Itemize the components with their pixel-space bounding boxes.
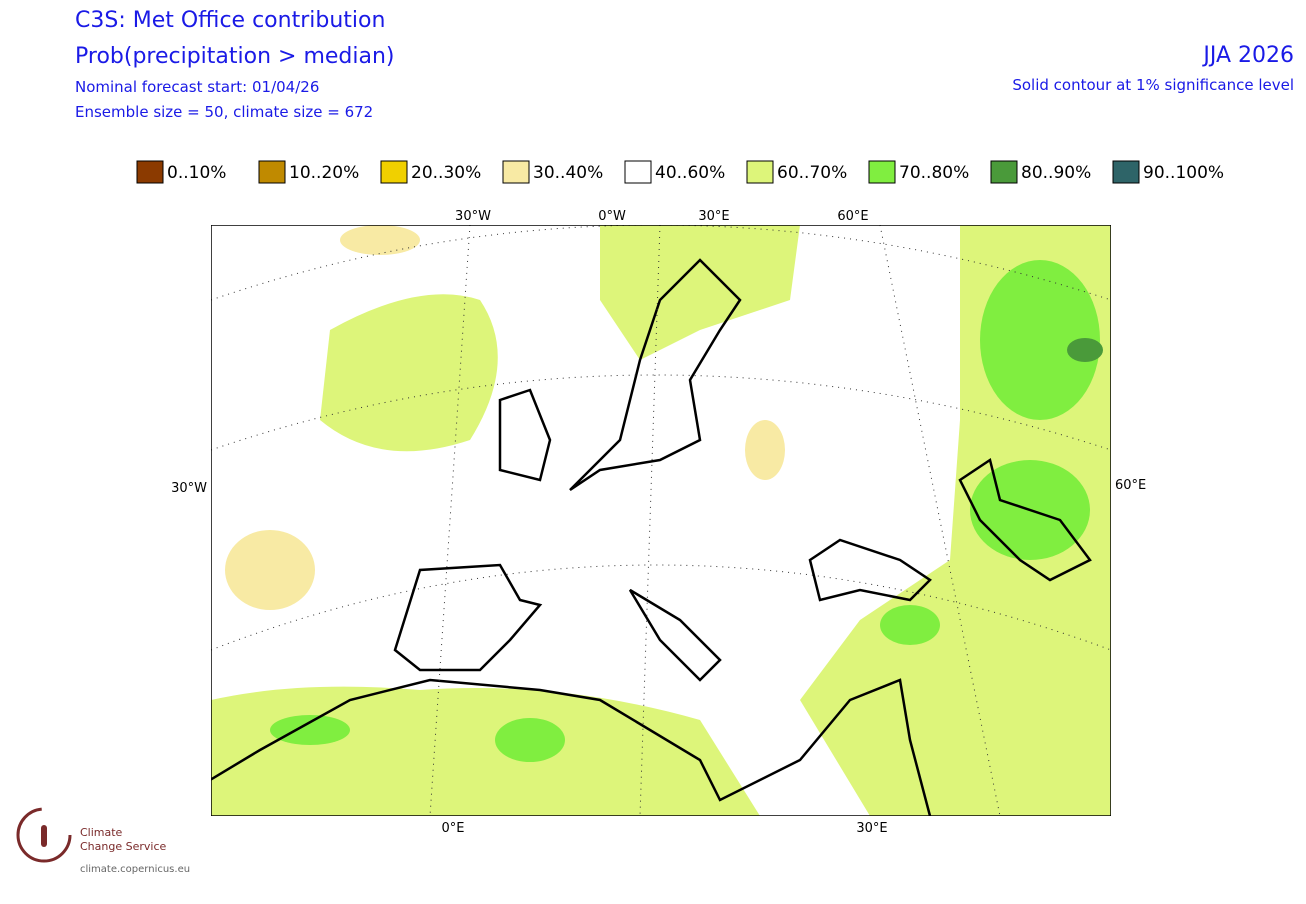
lat-label: 60°E [1115, 478, 1146, 493]
legend-label: 30..40% [533, 163, 603, 183]
season: JJA 2026 [1201, 43, 1294, 68]
logo-text: Climate [80, 826, 123, 839]
legend-swatch [502, 160, 530, 184]
legend-label: 90..100% [1143, 163, 1224, 183]
legend-swatch [258, 160, 286, 184]
legend-label: 80..90% [1021, 163, 1091, 183]
legend-label: 60..70% [777, 163, 847, 183]
subtitle: Prob(precipitation > median) [75, 44, 395, 69]
legend-swatch [1112, 160, 1140, 184]
ensemble-info: Ensemble size = 50, climate size = 672 [75, 103, 373, 121]
legend-label: 10..20% [289, 163, 359, 183]
lat-label: 30°W [171, 481, 207, 496]
legend-swatch [746, 160, 774, 184]
legend-label: 70..80% [899, 163, 969, 183]
logo: Climate Change Service climate.copernicu… [16, 807, 190, 875]
legend-swatch [624, 160, 652, 184]
legend-swatch [380, 160, 408, 184]
legend-label: 40..60% [655, 163, 725, 183]
forecast-start: Nominal forecast start: 01/04/26 [75, 78, 319, 96]
lon-label: 0°W [598, 209, 626, 224]
lon-label: 30°E [698, 209, 729, 224]
significance-note: Solid contour at 1% significance level [1012, 76, 1294, 94]
lon-label: 0°E [442, 821, 465, 836]
lon-label: 30°E [856, 821, 887, 836]
logo-url: climate.copernicus.eu [80, 864, 190, 875]
lon-label: 30°W [455, 209, 491, 224]
logo-text: Change Service [80, 840, 166, 853]
legend-label: 0..10% [167, 163, 226, 183]
title: C3S: Met Office contribution [75, 8, 385, 33]
legend: 0..10% 10..20% 20..30% 30..40% 40..60% 60..70… [136, 160, 1224, 184]
legend-swatch [868, 160, 896, 184]
legend-label: 20..30% [411, 163, 481, 183]
legend-swatch [136, 160, 164, 184]
lon-label: 60°E [837, 209, 868, 224]
legend-swatch [990, 160, 1018, 184]
map [211, 225, 1111, 816]
